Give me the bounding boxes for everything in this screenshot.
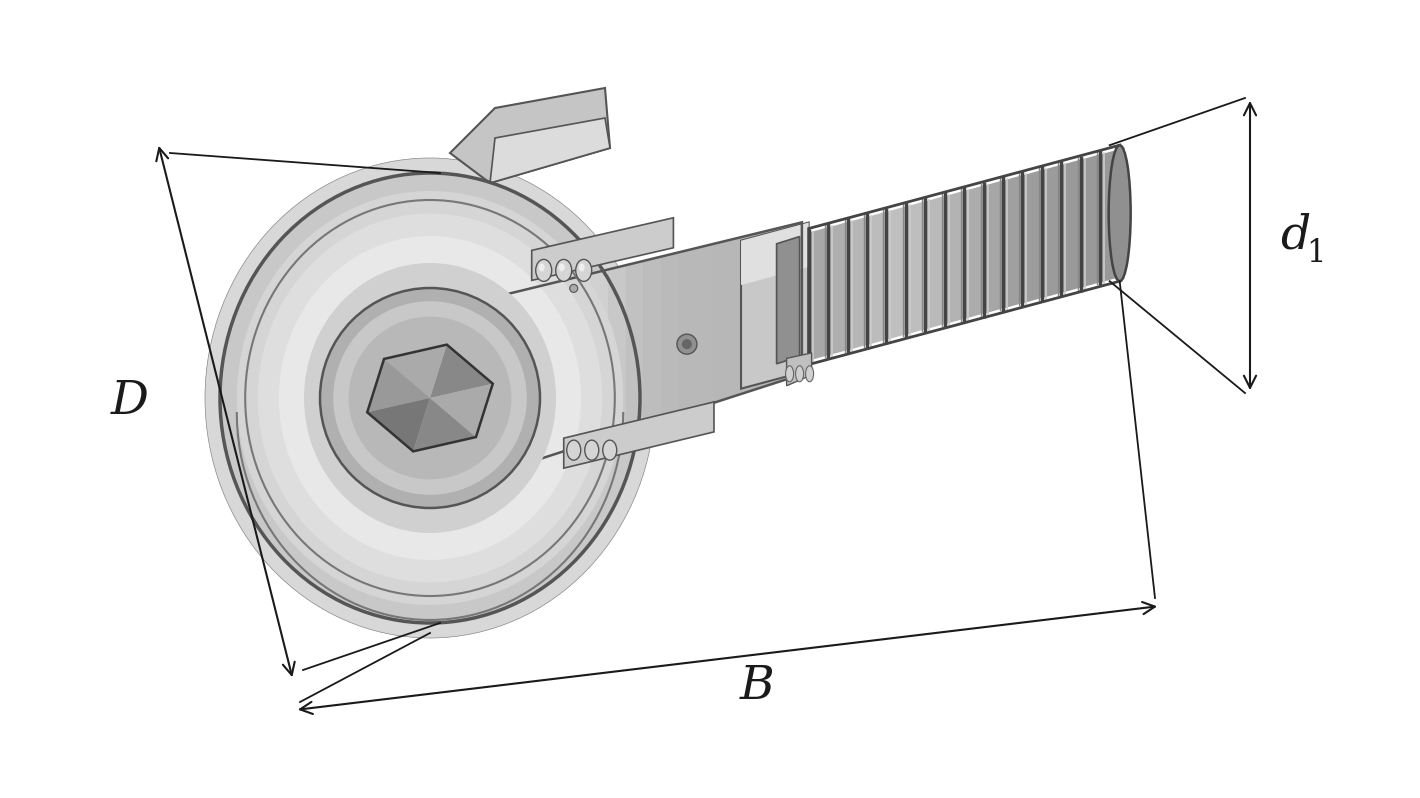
Ellipse shape — [538, 263, 545, 271]
Text: B: B — [740, 663, 775, 709]
Polygon shape — [1004, 176, 1022, 309]
Polygon shape — [450, 88, 611, 183]
Polygon shape — [784, 223, 802, 380]
Ellipse shape — [575, 259, 592, 282]
Polygon shape — [750, 231, 767, 391]
Polygon shape — [1042, 165, 1061, 298]
Polygon shape — [591, 270, 608, 443]
Polygon shape — [503, 290, 520, 471]
Polygon shape — [848, 217, 866, 350]
Polygon shape — [741, 223, 808, 389]
Ellipse shape — [304, 263, 557, 533]
Circle shape — [677, 334, 697, 354]
Polygon shape — [777, 236, 799, 364]
Text: 1: 1 — [1306, 238, 1325, 269]
Polygon shape — [368, 398, 430, 452]
Polygon shape — [731, 235, 750, 397]
Polygon shape — [809, 227, 828, 361]
Polygon shape — [608, 265, 626, 437]
Polygon shape — [679, 248, 696, 414]
Ellipse shape — [805, 365, 814, 381]
Polygon shape — [1022, 170, 1041, 303]
Polygon shape — [626, 261, 643, 431]
Polygon shape — [1062, 160, 1081, 293]
Ellipse shape — [579, 263, 585, 271]
Ellipse shape — [795, 365, 804, 381]
Polygon shape — [555, 278, 574, 454]
Polygon shape — [368, 359, 430, 413]
Polygon shape — [741, 223, 808, 285]
Polygon shape — [1100, 149, 1119, 282]
Polygon shape — [486, 295, 503, 476]
Polygon shape — [467, 299, 486, 482]
Polygon shape — [906, 201, 924, 334]
Ellipse shape — [602, 440, 616, 460]
Polygon shape — [714, 239, 731, 403]
Polygon shape — [450, 223, 802, 488]
Ellipse shape — [278, 236, 581, 560]
Ellipse shape — [1109, 145, 1130, 281]
Polygon shape — [829, 222, 846, 355]
Ellipse shape — [220, 173, 640, 623]
Ellipse shape — [320, 288, 540, 508]
Ellipse shape — [329, 290, 531, 506]
Polygon shape — [430, 384, 493, 437]
Polygon shape — [964, 186, 983, 319]
Text: d: d — [1279, 213, 1311, 258]
Ellipse shape — [334, 301, 527, 495]
Polygon shape — [767, 227, 784, 385]
Ellipse shape — [258, 214, 602, 583]
Ellipse shape — [785, 365, 794, 381]
Polygon shape — [984, 180, 1003, 314]
Polygon shape — [490, 118, 611, 183]
Polygon shape — [520, 286, 538, 465]
Polygon shape — [696, 243, 714, 409]
Polygon shape — [450, 304, 467, 488]
Ellipse shape — [555, 259, 572, 282]
Ellipse shape — [535, 259, 552, 282]
Polygon shape — [946, 191, 964, 324]
Ellipse shape — [204, 158, 655, 638]
Polygon shape — [531, 218, 673, 280]
Polygon shape — [787, 353, 812, 385]
Polygon shape — [574, 274, 591, 448]
Polygon shape — [383, 345, 447, 398]
Polygon shape — [564, 402, 714, 468]
Ellipse shape — [237, 191, 623, 605]
Ellipse shape — [558, 263, 565, 271]
Ellipse shape — [569, 284, 578, 292]
Polygon shape — [538, 282, 555, 460]
Polygon shape — [662, 252, 679, 420]
Polygon shape — [643, 257, 662, 425]
Circle shape — [682, 339, 692, 350]
Text: D: D — [111, 379, 149, 424]
Polygon shape — [430, 345, 493, 398]
Polygon shape — [868, 211, 886, 345]
Ellipse shape — [567, 440, 581, 460]
Ellipse shape — [348, 317, 511, 480]
Polygon shape — [1081, 154, 1099, 287]
Polygon shape — [888, 207, 906, 340]
Polygon shape — [413, 398, 476, 452]
Ellipse shape — [585, 440, 599, 460]
Polygon shape — [926, 196, 944, 330]
